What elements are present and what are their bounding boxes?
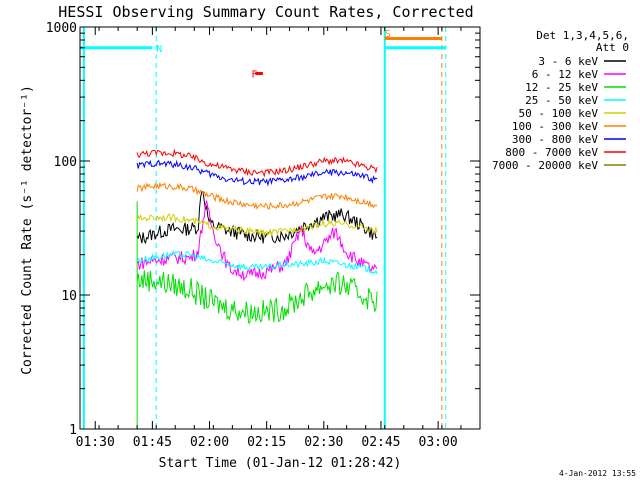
x-axis-label: Start Time (01-Jan-12 01:28:42) (159, 456, 402, 471)
y-tick-label: 1 (69, 423, 77, 438)
legend-entry: 6 - 12 keV (532, 68, 599, 81)
annotation-label: N (156, 44, 162, 55)
series-line-2 (136, 270, 378, 324)
x-tick-label: 02:30 (304, 435, 343, 450)
series-line-5 (136, 181, 378, 211)
series-line-0 (136, 190, 378, 245)
legend-entry: 12 - 25 keV (525, 81, 598, 94)
x-tick-label: 03:00 (419, 435, 458, 450)
series-line-6 (136, 159, 378, 187)
y-tick-label: 10 (61, 289, 77, 304)
y-tick-label: 1000 (46, 21, 77, 36)
x-tick-label: 02:15 (247, 435, 286, 450)
x-tick-label: 02:45 (361, 435, 400, 450)
legend-entry: 3 - 6 keV (538, 55, 598, 68)
legend-entry: 7000 - 20000 keV (492, 159, 598, 172)
y-axis-label: Corrected Count Rate (s⁻¹ detector⁻¹) (20, 85, 35, 375)
legend-entry: 300 - 800 keV (512, 133, 598, 146)
series-line-1 (136, 199, 378, 282)
x-tick-label: 01:45 (133, 435, 172, 450)
x-tick-label: 02:00 (190, 435, 229, 450)
chart-title: HESSI Observing Summary Count Rates, Cor… (58, 3, 473, 21)
plot-frame (79, 26, 481, 430)
tick-layer: 01:30 01:45 02:00 02:15 02:30 02:45 03:00 1 10 10… (46, 21, 481, 450)
x-tick-label: 01:30 (76, 435, 115, 450)
series-layer (136, 148, 378, 429)
legend-entry: 800 - 7000 keV (505, 146, 598, 159)
series-line-3 (136, 250, 378, 275)
legend-entry: 50 - 100 keV (519, 107, 599, 120)
y-tick-label: 100 (54, 155, 77, 170)
legend-entry: 25 - 50 keV (525, 94, 598, 107)
footer-timestamp: 4-Jan-2012 13:55 (559, 469, 636, 478)
annotation-label: F (251, 69, 257, 80)
marker-layer: N F S (80, 27, 447, 429)
legend-header: Det 1,3,4,5,6, (536, 29, 629, 42)
series-line-7 (136, 148, 378, 178)
annotation-label: S (385, 29, 391, 40)
legend-entry: 100 - 300 keV (512, 120, 598, 133)
series-line-4 (136, 213, 378, 238)
legend-header: Att 0 (596, 41, 629, 54)
